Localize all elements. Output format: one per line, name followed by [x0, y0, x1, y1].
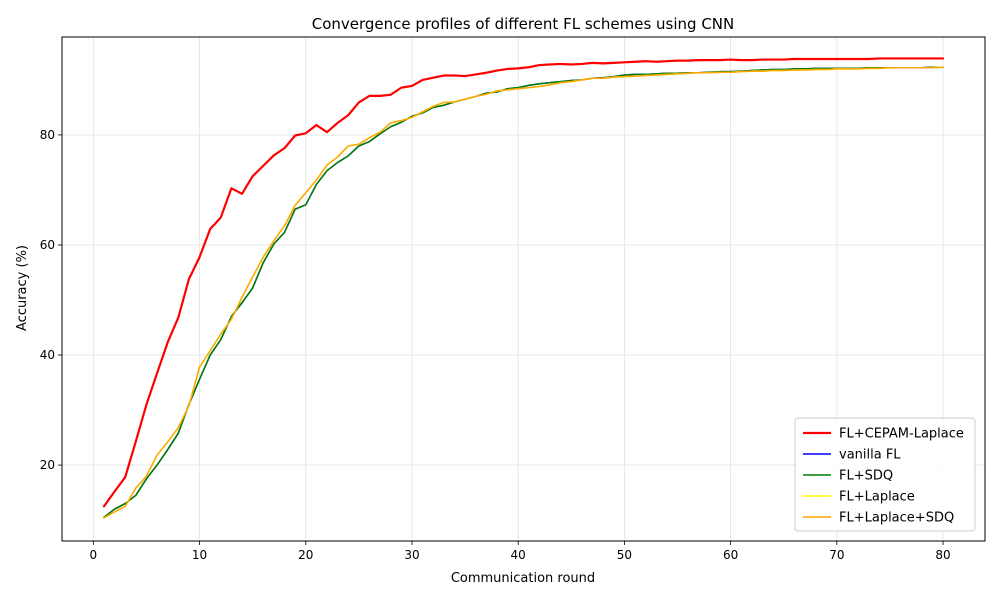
x-tick-label: 40	[511, 548, 526, 562]
legend-label: vanilla FL	[839, 448, 901, 463]
x-tick-label: 60	[723, 548, 738, 562]
x-tick-label: 20	[298, 548, 313, 562]
chart-title: Convergence profiles of different FL sch…	[312, 15, 735, 33]
y-tick-label: 60	[40, 238, 55, 252]
legend-label: FL+Laplace	[839, 490, 915, 505]
plot-frame	[61, 36, 986, 542]
legend-box	[794, 417, 976, 532]
legend-label: FL+Laplace+SDQ	[839, 511, 954, 526]
legend-label: FL+SDQ	[839, 469, 893, 484]
series-line-fl-sdq	[103, 66, 944, 519]
x-tick-label: 70	[829, 548, 844, 562]
x-axis-title: Communication round	[451, 571, 595, 586]
series-line-fl-laplace-sdq	[103, 66, 944, 519]
x-tick-label: 80	[935, 548, 950, 562]
x-tick-label: 10	[192, 548, 207, 562]
legend-label: FL+CEPAM-Laplace	[839, 427, 964, 442]
y-axis-title: Accuracy (%)	[15, 245, 30, 331]
x-tick-label: 30	[404, 548, 419, 562]
y-tick-label: 80	[40, 128, 55, 142]
x-tick-label: 0	[90, 548, 98, 562]
series-lines	[102, 57, 945, 519]
series-line-fl-cepam-laplace	[102, 57, 945, 508]
y-tick-label: 20	[40, 458, 55, 472]
axis-ticks: 0 10 20 30 40 50 60 70 80 20 40 60 80	[40, 128, 951, 562]
x-tick-label: 50	[617, 548, 632, 562]
legend: FL+CEPAM-Laplace vanilla FL FL+SDQ FL+Lapla…	[794, 417, 976, 532]
y-tick-label: 40	[40, 348, 55, 362]
